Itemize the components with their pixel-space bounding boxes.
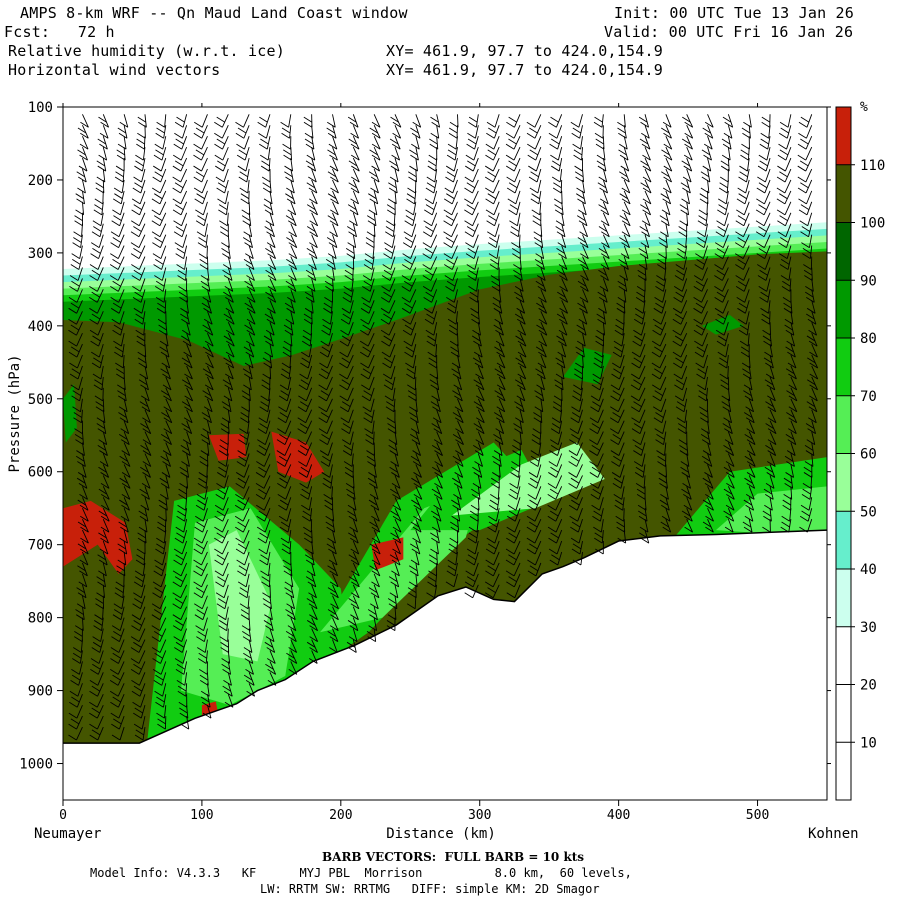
colorbar-swatch-7	[836, 395, 851, 454]
y-tick-label-600: 600	[28, 465, 53, 481]
colorbar-swatch-9	[836, 280, 851, 338]
y-tick-label-700: 700	[28, 538, 53, 554]
humidity-plume-10	[63, 384, 77, 443]
colorbar-swatch-2	[836, 684, 851, 743]
y-tick-label-400: 400	[28, 319, 53, 335]
field-2-xy: XY= 461.9, 97.7 to 424.0,154.9	[386, 61, 663, 79]
colorbar-swatch-11	[836, 164, 851, 223]
valid-time: Valid: 00 UTC Fri 16 Jan 26	[604, 23, 854, 41]
plot-frame	[62, 106, 828, 801]
colorbar-swatch-12	[836, 107, 851, 165]
colorbar-label-40: 40	[860, 562, 877, 578]
colorbar-label-70: 70	[860, 389, 877, 405]
chart-title: AMPS 8-km WRF -- Qn Maud Land Coast wind…	[20, 4, 408, 22]
colorbar-label-20: 20	[860, 678, 877, 694]
y-tick-label-900: 900	[28, 684, 53, 700]
colorbar-swatch-8	[836, 338, 851, 396]
humidity-plume-9	[715, 486, 827, 538]
colorbar-swatch-5	[836, 511, 851, 569]
barb-legend: BARB VECTORS: FULL BARB = 10 kts	[322, 850, 585, 864]
field-1-label: Relative humidity (w.r.t. ice)	[8, 42, 285, 60]
x-tick-label-0: 0	[59, 808, 67, 823]
colorbar-label-80: 80	[860, 331, 877, 347]
colorbar-unit: %	[860, 100, 868, 115]
x-end-label: Kohnen	[808, 826, 859, 842]
humidity-plume-7	[451, 442, 605, 516]
model-info: Model Info: V4.3.3 KF MYJ PBL Morrison 8…	[90, 866, 632, 880]
y-tick-label-1000: 1000	[19, 757, 53, 773]
humidity-field	[63, 114, 827, 800]
y-axis-label: Pressure (hPa)	[7, 354, 23, 472]
colorbar-swatch-10	[836, 222, 851, 281]
colorbar-swatch-4	[836, 569, 851, 627]
wind-barbs	[68, 114, 819, 741]
colorbar-label-60: 60	[860, 447, 877, 463]
x-tick-label-500: 500	[746, 808, 769, 823]
x-tick-label-400: 400	[607, 808, 630, 823]
y-tick-label-300: 300	[28, 246, 53, 262]
colorbar-label-100: 100	[860, 216, 885, 232]
y-tick-label-200: 200	[28, 173, 53, 189]
colorbar-swatch-3	[836, 626, 851, 685]
supersaturated-patch-1	[63, 500, 133, 574]
humidity-plume-3	[208, 530, 272, 662]
colorbar-label-30: 30	[860, 620, 877, 636]
field-1-xy: XY= 461.9, 97.7 to 424.0,154.9	[386, 42, 663, 60]
y-tick-label-100: 100	[28, 100, 53, 116]
field-2-label: Horizontal wind vectors	[8, 61, 221, 79]
x-axis-label: Distance (km)	[386, 826, 496, 842]
forecast-hour: Fcst: 72 h	[4, 23, 115, 41]
y-tick-label-500: 500	[28, 392, 53, 408]
y-tick-label-800: 800	[28, 611, 53, 627]
x-tick-label-300: 300	[468, 808, 491, 823]
terrain-fill	[63, 530, 827, 800]
model-physics: LW: RRTM SW: RRTMG DIFF: simple KM: 2D S…	[260, 882, 600, 896]
x-start-label: Neumayer	[34, 826, 101, 842]
x-tick-label-100: 100	[190, 808, 213, 823]
humidity-plume-11	[563, 347, 612, 385]
init-time: Init: 00 UTC Tue 13 Jan 26	[614, 4, 854, 22]
colorbar-swatch-1	[836, 742, 851, 800]
colorbar-swatch-6	[836, 453, 851, 512]
humidity-plume-12	[701, 314, 744, 335]
colorbar-label-10: 10	[860, 735, 877, 751]
colorbar-label-50: 50	[860, 504, 877, 520]
x-tick-label-200: 200	[329, 808, 352, 823]
colorbar-label-90: 90	[860, 273, 877, 289]
colorbar-label-110: 110	[860, 158, 885, 174]
